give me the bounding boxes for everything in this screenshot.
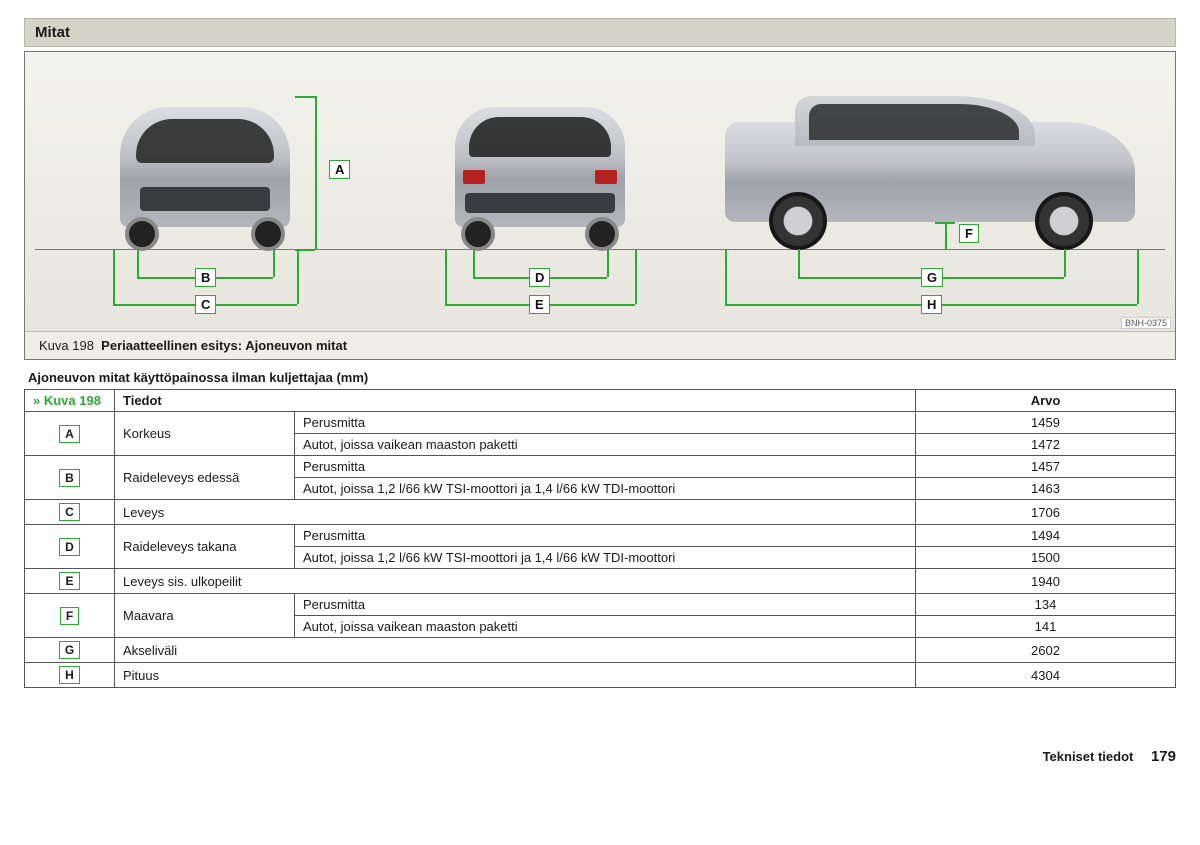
dimension-name: Pituus	[115, 663, 916, 688]
dimension-value: 1472	[916, 434, 1176, 456]
figure-illustration: A B C D E F G	[25, 52, 1175, 332]
letter-cell: H	[25, 663, 115, 688]
dimension-value: 1940	[916, 569, 1176, 594]
dimension-desc: Perusmitta	[295, 412, 916, 434]
table-title: Ajoneuvon mitat käyttöpainossa ilman kul…	[28, 370, 1176, 385]
letter-cell: F	[25, 594, 115, 638]
table-row: FMaavaraPerusmitta134	[25, 594, 1176, 616]
page-footer: Tekniset tiedot 179	[24, 748, 1176, 765]
wheel-icon	[769, 192, 827, 250]
dim-label-a: A	[329, 160, 350, 179]
dimension-value: 141	[916, 616, 1176, 638]
dimension-value: 1500	[916, 547, 1176, 569]
table-row: DRaideleveys takanaPerusmitta1494	[25, 525, 1176, 547]
dim-label-d: D	[529, 268, 550, 287]
letter-cell: B	[25, 456, 115, 500]
taillight-icon	[463, 170, 485, 184]
dimension-desc: Perusmitta	[295, 594, 916, 616]
figure-caption-text: Periaatteellinen esitys: Ajoneuvon mitat	[101, 338, 347, 353]
letter-cell: A	[25, 412, 115, 456]
car-front-icon	[120, 107, 290, 227]
letter-cell: E	[25, 569, 115, 594]
letter-cell: C	[25, 500, 115, 525]
dimension-value: 1706	[916, 500, 1176, 525]
th-tiedot: Tiedot	[115, 390, 916, 412]
footer-page-number: 179	[1151, 748, 1176, 765]
wheel-icon	[585, 217, 619, 251]
taillight-icon	[595, 170, 617, 184]
dimension-value: 2602	[916, 638, 1176, 663]
dim-label-h: H	[921, 295, 942, 314]
table-row: BRaideleveys edessäPerusmitta1457	[25, 456, 1176, 478]
dim-label-g: G	[921, 268, 943, 287]
dimension-name: Raideleveys edessä	[115, 456, 295, 500]
th-arvo: Arvo	[916, 390, 1176, 412]
letter-box: F	[60, 607, 79, 625]
dim-label-f: F	[959, 224, 979, 243]
dimension-desc: Autot, joissa 1,2 l/66 kW TSI-moottori j…	[295, 478, 916, 500]
dimension-desc: Perusmitta	[295, 525, 916, 547]
dimension-value: 4304	[916, 663, 1176, 688]
dim-label-b: B	[195, 268, 216, 287]
car-rear-icon	[455, 107, 625, 227]
dimension-name: Maavara	[115, 594, 295, 638]
letter-cell: G	[25, 638, 115, 663]
letter-cell: D	[25, 525, 115, 569]
table-row: G Akseliväli2602	[25, 638, 1176, 663]
table-row: AKorkeusPerusmitta1459	[25, 412, 1176, 434]
dimensions-table: » Kuva 198 Tiedot Arvo AKorkeusPerusmitt…	[24, 389, 1176, 688]
image-code: BNH-0375	[1121, 317, 1171, 329]
dim-label-e: E	[529, 295, 550, 314]
figure-number: Kuva 198	[39, 338, 94, 353]
wheel-icon	[1035, 192, 1093, 250]
letter-box: A	[59, 425, 80, 443]
footer-section: Tekniset tiedot	[1043, 749, 1134, 764]
dimension-value: 1494	[916, 525, 1176, 547]
dim-label-c: C	[195, 295, 216, 314]
table-row: E Leveys sis. ulkopeilit1940	[25, 569, 1176, 594]
dimension-value: 1459	[916, 412, 1176, 434]
dimension-value: 134	[916, 594, 1176, 616]
figure-container: A B C D E F G	[24, 51, 1176, 360]
letter-box: D	[59, 538, 80, 556]
dimension-name: Akseliväli	[115, 638, 916, 663]
figure-caption: Kuva 198 Periaatteellinen esitys: Ajoneu…	[25, 332, 1175, 359]
letter-box: B	[59, 469, 80, 487]
wheel-icon	[461, 217, 495, 251]
section-header: Mitat	[24, 18, 1176, 47]
dimension-value: 1457	[916, 456, 1176, 478]
table-row: C Leveys1706	[25, 500, 1176, 525]
letter-box: G	[59, 641, 80, 659]
dimension-name: Leveys sis. ulkopeilit	[115, 569, 916, 594]
letter-box: H	[59, 666, 80, 684]
dimension-desc: Perusmitta	[295, 456, 916, 478]
dimension-name: Leveys	[115, 500, 916, 525]
dimension-desc: Autot, joissa 1,2 l/66 kW TSI-moottori j…	[295, 547, 916, 569]
table-row: H Pituus4304	[25, 663, 1176, 688]
figure-reference-link[interactable]: » Kuva 198	[33, 393, 101, 408]
dimension-desc: Autot, joissa vaikean maaston paketti	[295, 616, 916, 638]
dimension-value: 1463	[916, 478, 1176, 500]
dimension-name: Korkeus	[115, 412, 295, 456]
letter-box: C	[59, 503, 80, 521]
dimension-desc: Autot, joissa vaikean maaston paketti	[295, 434, 916, 456]
letter-box: E	[59, 572, 79, 590]
wheel-icon	[125, 217, 159, 251]
wheel-icon	[251, 217, 285, 251]
dimension-name: Raideleveys takana	[115, 525, 295, 569]
th-ref: » Kuva 198	[25, 390, 115, 412]
